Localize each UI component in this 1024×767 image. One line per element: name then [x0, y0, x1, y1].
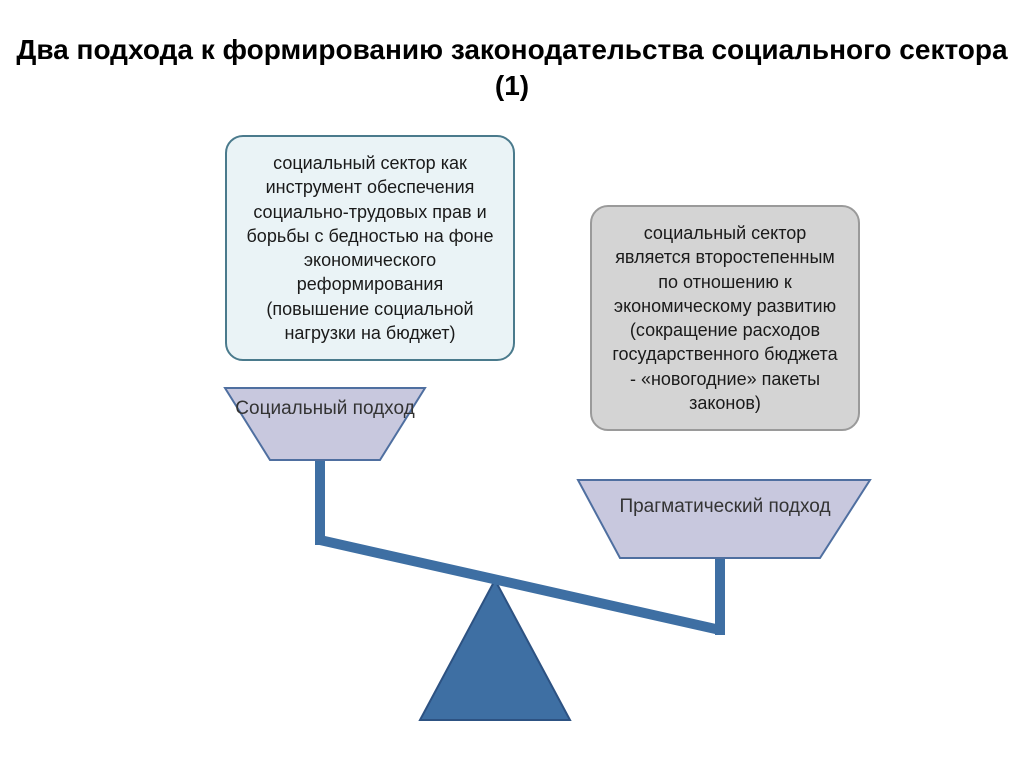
right-pan-trapezoid — [578, 480, 870, 558]
left-pan-trapezoid — [225, 388, 425, 460]
balance-scale-diagram — [0, 0, 1024, 767]
fulcrum-triangle — [420, 580, 570, 720]
